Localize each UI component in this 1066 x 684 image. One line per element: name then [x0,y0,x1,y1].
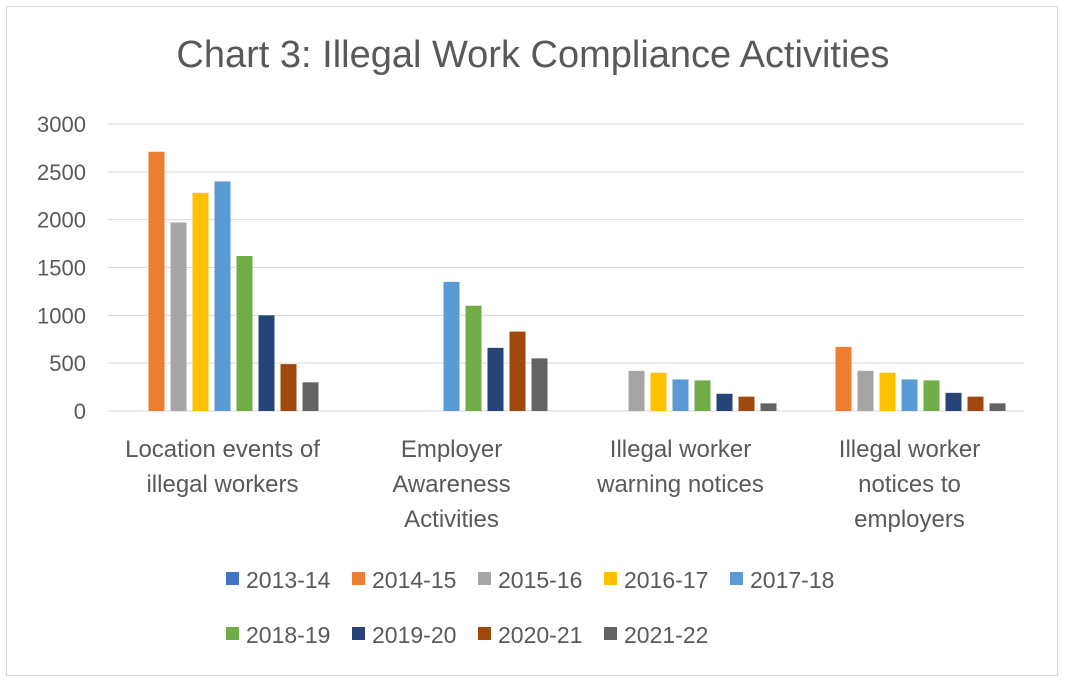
chart-title: Chart 3: Illegal Work Compliance Activit… [176,34,890,76]
y-tick-label: 2000 [37,208,86,233]
legend-label: 2021-22 [624,622,708,648]
bar [628,370,645,411]
bar [857,370,874,411]
bar [302,382,319,411]
bar [945,392,962,411]
legend-label: 2014-15 [372,567,456,593]
category-label: Location events of illegal workers [125,436,320,498]
legend-swatch [604,572,617,585]
bar [258,315,275,411]
legend-label: 2015-16 [498,567,582,593]
legend-label: 2018-19 [246,622,330,648]
legend-swatch [226,572,239,585]
legend-swatch [352,572,365,585]
legend-label: 2020-21 [498,622,582,648]
bar [148,151,165,411]
bar [236,256,253,411]
legend-swatch [226,627,239,640]
category-labels: Location events of illegal workers Employe… [125,436,980,533]
legend-label: 2013-14 [246,567,331,593]
bar [901,379,918,411]
bar [487,347,504,411]
legend-swatch [730,572,743,585]
bar [170,222,187,411]
bar [716,393,733,411]
bar [280,364,297,411]
bar [835,346,852,411]
category-label: Illegal worker warning notices [596,436,764,498]
category-label: Illegal worker notices to employers [839,436,980,533]
bar [509,331,526,411]
legend-label: 2019-20 [372,622,456,648]
y-tick-label: 500 [49,351,86,376]
bar [879,372,896,411]
bar [672,379,689,411]
bar [760,403,777,411]
bar [694,380,711,411]
y-axis-ticks: 0 500 1000 1500 2000 2500 3000 [37,112,86,424]
bar [738,396,755,411]
legend-swatch [604,627,617,640]
legend-swatch [478,572,491,585]
legend-swatch [352,627,365,640]
bar [192,192,209,411]
legend-swatch [478,627,491,640]
y-tick-label: 2500 [37,160,86,185]
y-tick-label: 1000 [37,303,86,328]
bar [443,281,460,411]
legend-label: 2017-18 [750,567,834,593]
bar [923,380,940,411]
bar [214,181,231,411]
y-tick-label: 1500 [37,256,86,281]
bar [967,396,984,411]
legend-label: 2016-17 [624,567,708,593]
category-label: Employer Awareness Activities [392,436,510,533]
bars [148,151,1006,411]
bar [465,305,482,411]
y-tick-label: 3000 [37,112,86,137]
legend: 2013-14 2014-15 2015-16 2016-17 2017-18 2018-… [226,567,834,648]
bar [531,358,548,411]
bar [650,372,667,411]
bar [989,403,1006,411]
y-tick-label: 0 [74,399,86,424]
